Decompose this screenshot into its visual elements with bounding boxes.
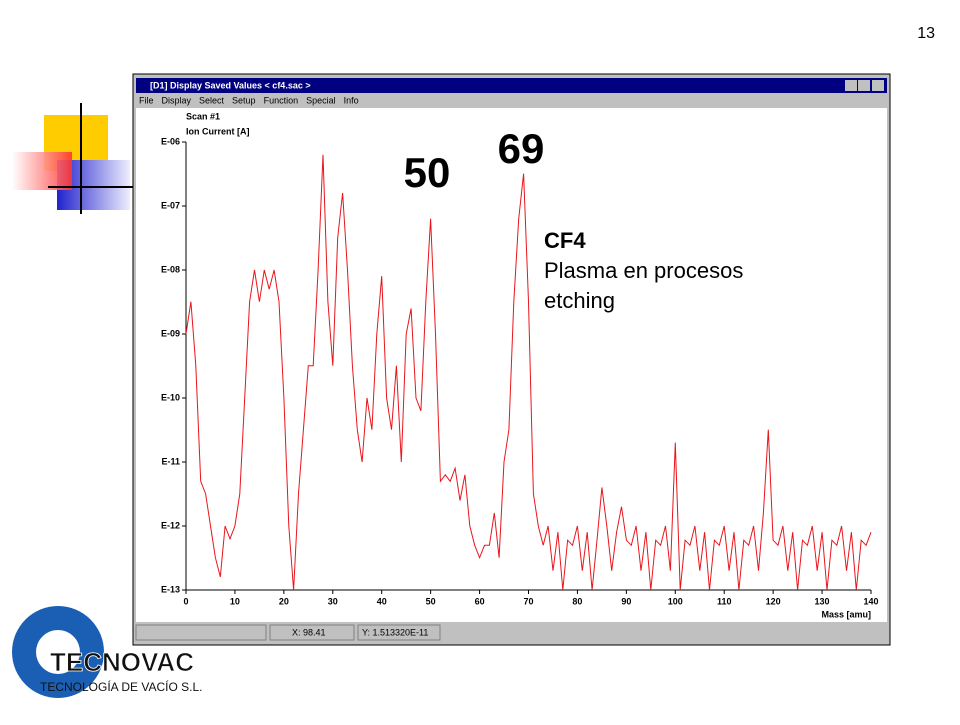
x-tick-label: 60: [475, 596, 485, 606]
minimize-button[interactable]: [845, 80, 857, 91]
x-tick-label: 80: [572, 596, 582, 606]
title-bar: [136, 78, 887, 93]
spectrum-line: [185, 154, 872, 591]
annotation: 69: [498, 125, 545, 172]
x-tick-label: 20: [279, 596, 289, 606]
annotation: 50: [404, 149, 451, 196]
x-axis-label: Mass [amu]: [821, 609, 871, 619]
slide-number: 13: [917, 25, 935, 42]
menu-item[interactable]: Select: [199, 95, 225, 105]
status-y: Y: 1.513320E-11: [362, 627, 428, 637]
menu-item[interactable]: File: [139, 95, 154, 105]
status-x: X: 98.41: [292, 627, 326, 637]
status-cell: [357, 624, 441, 641]
x-tick-label: 70: [523, 596, 533, 606]
status-cell: [269, 624, 355, 641]
menu-bar: File Display Select Setup Function Special Inf…: [139, 95, 359, 105]
window-title: [D1] Display Saved Values < cf4.sac >: [150, 80, 311, 90]
x-tick-label: 0: [183, 596, 188, 606]
menu-item[interactable]: Display: [162, 95, 192, 105]
menu-item[interactable]: Special: [306, 95, 336, 105]
x-tick-label: 10: [230, 596, 240, 606]
y-tick-label: E-13: [161, 584, 180, 594]
x-tick-label: 110: [717, 596, 732, 606]
close-button[interactable]: [872, 80, 884, 91]
chart-subtitle: Scan #1: [186, 111, 220, 121]
logo-name: TECNOVAC: [50, 647, 194, 677]
deco-red: [12, 152, 72, 190]
annotation: CF4: [544, 228, 586, 253]
y-tick-label: E-11: [161, 456, 180, 466]
menu-item[interactable]: Function: [264, 95, 299, 105]
y-tick-label: E-09: [161, 328, 180, 338]
menu-item[interactable]: Setup: [232, 95, 256, 105]
y-tick-label: E-10: [161, 392, 180, 402]
x-tick-label: 100: [668, 596, 683, 606]
y-tick-label: E-07: [161, 200, 180, 210]
x-tick-label: 90: [621, 596, 631, 606]
annotation: etching: [544, 288, 615, 313]
y-tick-label: E-08: [161, 264, 180, 274]
x-tick-label: 50: [426, 596, 436, 606]
y-tick-label: E-06: [161, 136, 180, 146]
chart: E-13 E-12 E-11 E-10 E-09 E-08 E-07 E-06 0 10 20 30 4…: [161, 136, 879, 606]
x-tick-label: 30: [328, 596, 338, 606]
y-tick-label: E-12: [161, 520, 180, 530]
x-tick-label: 40: [377, 596, 387, 606]
logo-tagline: TECNOLOGÍA DE VACÍO S.L.: [40, 679, 203, 694]
annotation: Plasma en procesos: [544, 258, 743, 283]
x-tick-label: 140: [863, 596, 878, 606]
maximize-button[interactable]: [858, 80, 870, 91]
x-tick-label: 130: [815, 596, 830, 606]
y-axis-label: Ion Current [A]: [186, 126, 250, 136]
status-cell: [135, 624, 267, 641]
menu-item[interactable]: Info: [344, 95, 359, 105]
x-tick-label: 120: [766, 596, 781, 606]
logo-mark: [36, 630, 80, 674]
